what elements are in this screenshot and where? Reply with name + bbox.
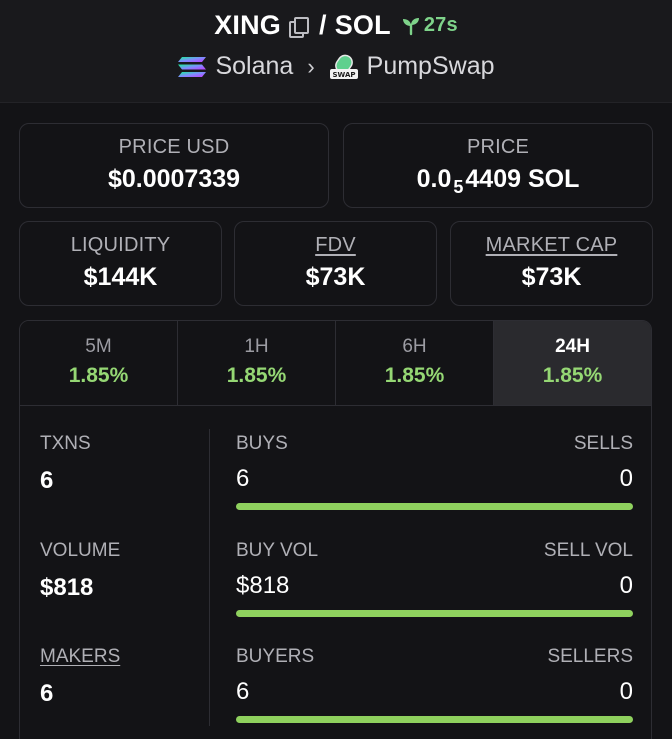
buyers-sellers-bar <box>236 716 633 723</box>
stats-panel: 5M 1.85% 1H 1.85% 6H 1.85% 24H 1.85% TXN… <box>19 320 652 739</box>
volume-label: VOLUME <box>40 540 121 561</box>
tab-change: 1.85% <box>68 364 129 387</box>
quote-token-symbol: SOL <box>334 10 391 40</box>
buy-vol-value: $818 <box>236 572 290 599</box>
dex-link[interactable]: PumpSwap <box>366 52 495 80</box>
copy-icon[interactable] <box>287 16 309 38</box>
tab-label: 6H <box>402 336 427 357</box>
price-usd-card: PRICE USD $0.0007339 <box>19 123 329 208</box>
tab-label: 1H <box>244 336 269 357</box>
makers-breakdown: BUYERS SELLERS 6 0 <box>236 646 633 723</box>
pair-title: XING / SOL 27s <box>0 10 672 41</box>
txns-value: 6 <box>40 467 54 494</box>
pair-route: Solana › SWAP PumpSwap <box>0 52 672 81</box>
tab-5m[interactable]: 5M 1.85% <box>20 321 178 405</box>
pair-age: 27s <box>423 14 458 36</box>
sprout-icon <box>402 17 419 35</box>
market-cap-label[interactable]: MARKET CAP <box>485 234 618 256</box>
buy-sell-ratio-bar <box>236 503 633 510</box>
solana-icon <box>178 56 207 77</box>
svg-text:SWAP: SWAP <box>332 71 355 79</box>
market-cap-value: $73K <box>521 263 582 291</box>
liquidity-label: LIQUIDITY <box>70 234 171 256</box>
makers-stat: MAKERS 6 <box>40 646 120 708</box>
chevron-right-icon: › <box>307 53 315 79</box>
buyers-label: BUYERS <box>236 646 315 667</box>
zero-count: 5 <box>453 177 464 197</box>
sells-label: SELLS <box>573 433 633 454</box>
tab-label: 24H <box>555 336 590 357</box>
tab-change: 1.85% <box>226 364 287 387</box>
makers-label[interactable]: MAKERS <box>40 646 121 667</box>
price-usd-label: PRICE USD <box>118 136 230 158</box>
tab-6h[interactable]: 6H 1.85% <box>336 321 494 405</box>
sell-vol-label: SELL VOL <box>543 540 633 561</box>
timeframe-tabs: 5M 1.85% 1H 1.85% 6H 1.85% 24H 1.85% <box>20 321 651 406</box>
buy-sell-volume-bar <box>236 610 633 617</box>
makers-value: 6 <box>40 680 54 707</box>
price-native-card: PRICE 0.0 54409 SOL <box>343 123 653 208</box>
tab-label: 5M <box>85 336 112 357</box>
price-usd-value: $0.0007339 <box>107 165 241 193</box>
volume-value: $818 <box>40 574 94 601</box>
volume-breakdown: BUY VOL SELL VOL $818 0 <box>236 540 633 617</box>
liquidity-value: $144K <box>83 263 158 291</box>
sell-vol-value: 0 <box>619 572 633 599</box>
fdv-value: $73K <box>305 263 366 291</box>
txns-breakdown: BUYS SELLS 6 0 <box>236 433 633 510</box>
sellers-value: 0 <box>619 678 633 705</box>
liquidity-card: LIQUIDITY $144K <box>19 221 222 306</box>
pumpswap-icon: SWAP <box>329 54 358 79</box>
stats-divider <box>209 429 210 726</box>
txns-stat: TXNS 6 <box>40 433 91 495</box>
tab-24h[interactable]: 24H 1.85% <box>494 321 651 405</box>
fdv-card: FDV $73K <box>234 221 437 306</box>
buy-vol-label: BUY VOL <box>236 540 319 561</box>
tab-change: 1.85% <box>384 364 445 387</box>
pair-header: XING / SOL 27s Solana <box>0 0 672 103</box>
base-token-symbol: XING <box>214 10 281 40</box>
pair-age-badge: 27s <box>401 14 458 37</box>
sells-value: 0 <box>619 465 633 492</box>
market-cap-card: MARKET CAP $73K <box>450 221 653 306</box>
pair-separator: / <box>319 10 327 40</box>
tab-change: 1.85% <box>542 364 603 387</box>
price-native-value: 0.0 54409 SOL <box>416 165 580 197</box>
fdv-label[interactable]: FDV <box>315 234 356 256</box>
txns-label: TXNS <box>40 433 91 454</box>
buyers-value: 6 <box>236 678 250 705</box>
volume-stat: VOLUME $818 <box>40 540 120 602</box>
tab-1h[interactable]: 1H 1.85% <box>178 321 336 405</box>
chain-link[interactable]: Solana <box>215 52 294 80</box>
price-native-label: PRICE <box>466 136 530 158</box>
sellers-label: SELLERS <box>547 646 633 667</box>
buys-label: BUYS <box>236 433 288 454</box>
buys-value: 6 <box>236 465 250 492</box>
